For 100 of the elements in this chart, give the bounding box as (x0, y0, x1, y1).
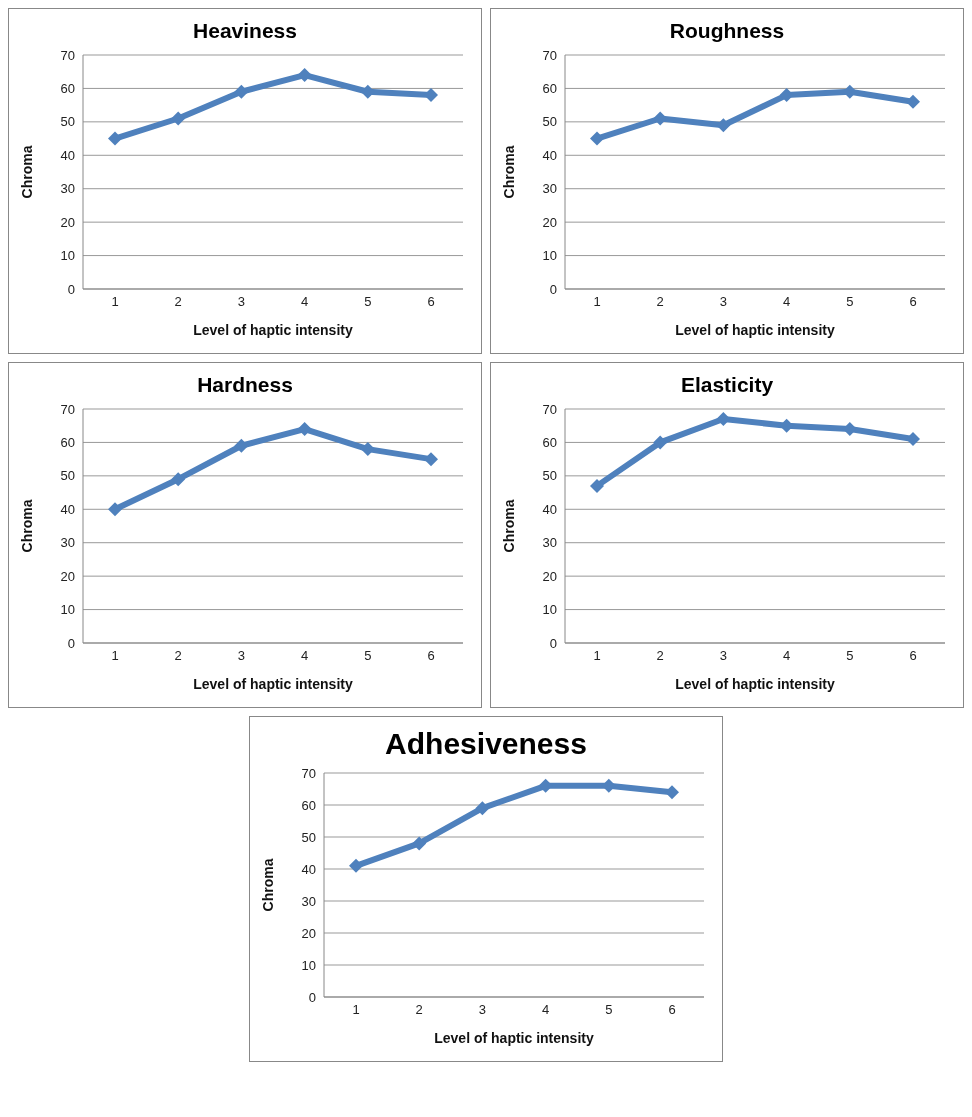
x-tick-label: 2 (415, 1002, 423, 1018)
y-tick-label: 50 (60, 468, 75, 484)
y-tick-label: 0 (549, 281, 557, 297)
x-axis-title: Level of haptic intensity (193, 322, 353, 338)
y-tick-label: 0 (549, 635, 557, 651)
y-tick-label: 20 (542, 214, 557, 230)
y-tick-label: 60 (542, 81, 557, 97)
y-tick-label: 0 (67, 281, 75, 297)
y-tick-label: 20 (60, 214, 75, 230)
y-tick-label: 50 (60, 114, 75, 130)
y-tick-label: 40 (60, 147, 75, 163)
point (412, 836, 427, 851)
point (234, 438, 249, 453)
y-axis-title: Chroma (500, 499, 517, 553)
chart-title: Hardness (196, 373, 294, 397)
point (906, 94, 920, 109)
point (906, 432, 920, 447)
y-tick-label: 40 (301, 861, 316, 877)
x-tick-label: 1 (352, 1002, 360, 1018)
y-tick-label: 50 (542, 468, 557, 484)
point (360, 442, 375, 457)
x-tick-label: 5 (846, 294, 854, 310)
x-tick-label: 5 (364, 648, 372, 664)
x-tick-label: 2 (656, 294, 664, 310)
y-tick-label: 40 (542, 501, 557, 517)
point (475, 801, 490, 816)
x-tick-label: 3 (237, 648, 246, 664)
x-axis-title: Level of haptic intensity (675, 676, 835, 692)
y-tick-label: 20 (301, 925, 316, 941)
x-tick-label: 3 (478, 1002, 487, 1018)
chart-title: Roughness (668, 19, 786, 43)
x-tick-label: 4 (782, 294, 791, 310)
x-tick-label: 5 (846, 648, 854, 664)
point (108, 131, 122, 146)
x-tick-label: 4 (300, 648, 309, 664)
x-tick-label: 6 (909, 294, 917, 310)
y-tick-label: 30 (60, 535, 75, 551)
chart-title: Heaviness (192, 19, 298, 43)
point (297, 68, 312, 83)
x-axis-title: Level of haptic intensity (193, 676, 353, 692)
x-axis-title: Level of haptic intensity (675, 322, 835, 338)
x-tick-label: 4 (541, 1002, 550, 1018)
point (234, 84, 249, 99)
y-tick-label: 70 (60, 47, 75, 63)
point (590, 478, 604, 493)
point (590, 131, 604, 146)
x-axis-title: Level of haptic intensity (434, 1030, 594, 1046)
x-tick-label: 6 (909, 648, 917, 664)
y-tick-label: 50 (301, 829, 316, 845)
y-tick-label: 50 (542, 114, 557, 130)
point (665, 785, 679, 800)
x-tick-label: 6 (668, 1002, 676, 1018)
point (297, 422, 312, 437)
point (108, 502, 122, 517)
y-tick-label: 30 (542, 535, 557, 551)
y-tick-label: 20 (60, 568, 75, 584)
x-tick-label: 2 (174, 648, 182, 664)
point (349, 858, 363, 873)
chart-title: Elasticity (679, 373, 775, 397)
y-axis-title: Chroma (500, 145, 517, 199)
y-tick-label: 10 (301, 957, 316, 973)
chart-title: Adhesiveness (384, 727, 588, 761)
y-tick-label: 70 (301, 765, 316, 781)
point (171, 472, 186, 487)
point (716, 118, 731, 133)
x-tick-label: 1 (111, 648, 119, 664)
x-tick-label: 3 (237, 294, 246, 310)
y-tick-label: 70 (542, 401, 557, 417)
point (716, 412, 731, 427)
x-tick-label: 5 (364, 294, 372, 310)
y-tick-label: 10 (542, 248, 557, 264)
y-tick-label: 30 (301, 893, 316, 909)
x-tick-label: 1 (111, 294, 119, 310)
y-axis-title: Chroma (259, 858, 276, 912)
y-axis-title: Chroma (18, 145, 35, 199)
point (424, 88, 438, 103)
y-tick-label: 10 (60, 602, 75, 618)
y-tick-label: 30 (60, 181, 75, 197)
point (171, 111, 186, 126)
y-tick-label: 40 (60, 501, 75, 517)
y-tick-label: 60 (301, 797, 316, 813)
x-tick-label: 2 (174, 294, 182, 310)
x-tick-label: 3 (719, 294, 728, 310)
y-tick-label: 10 (542, 602, 557, 618)
x-tick-label: 5 (605, 1002, 613, 1018)
x-tick-label: 4 (300, 294, 309, 310)
y-tick-label: 60 (60, 81, 75, 97)
x-tick-label: 1 (593, 648, 601, 664)
y-tick-label: 20 (542, 568, 557, 584)
point (779, 88, 794, 103)
x-tick-label: 1 (593, 294, 601, 310)
point (653, 435, 668, 450)
y-tick-label: 60 (542, 435, 557, 451)
y-tick-label: 30 (542, 181, 557, 197)
y-tick-label: 10 (60, 248, 75, 264)
y-tick-label: 0 (67, 635, 75, 651)
y-tick-label: 60 (60, 435, 75, 451)
x-tick-label: 3 (719, 648, 728, 664)
x-tick-label: 4 (782, 648, 791, 664)
y-tick-label: 70 (542, 47, 557, 63)
